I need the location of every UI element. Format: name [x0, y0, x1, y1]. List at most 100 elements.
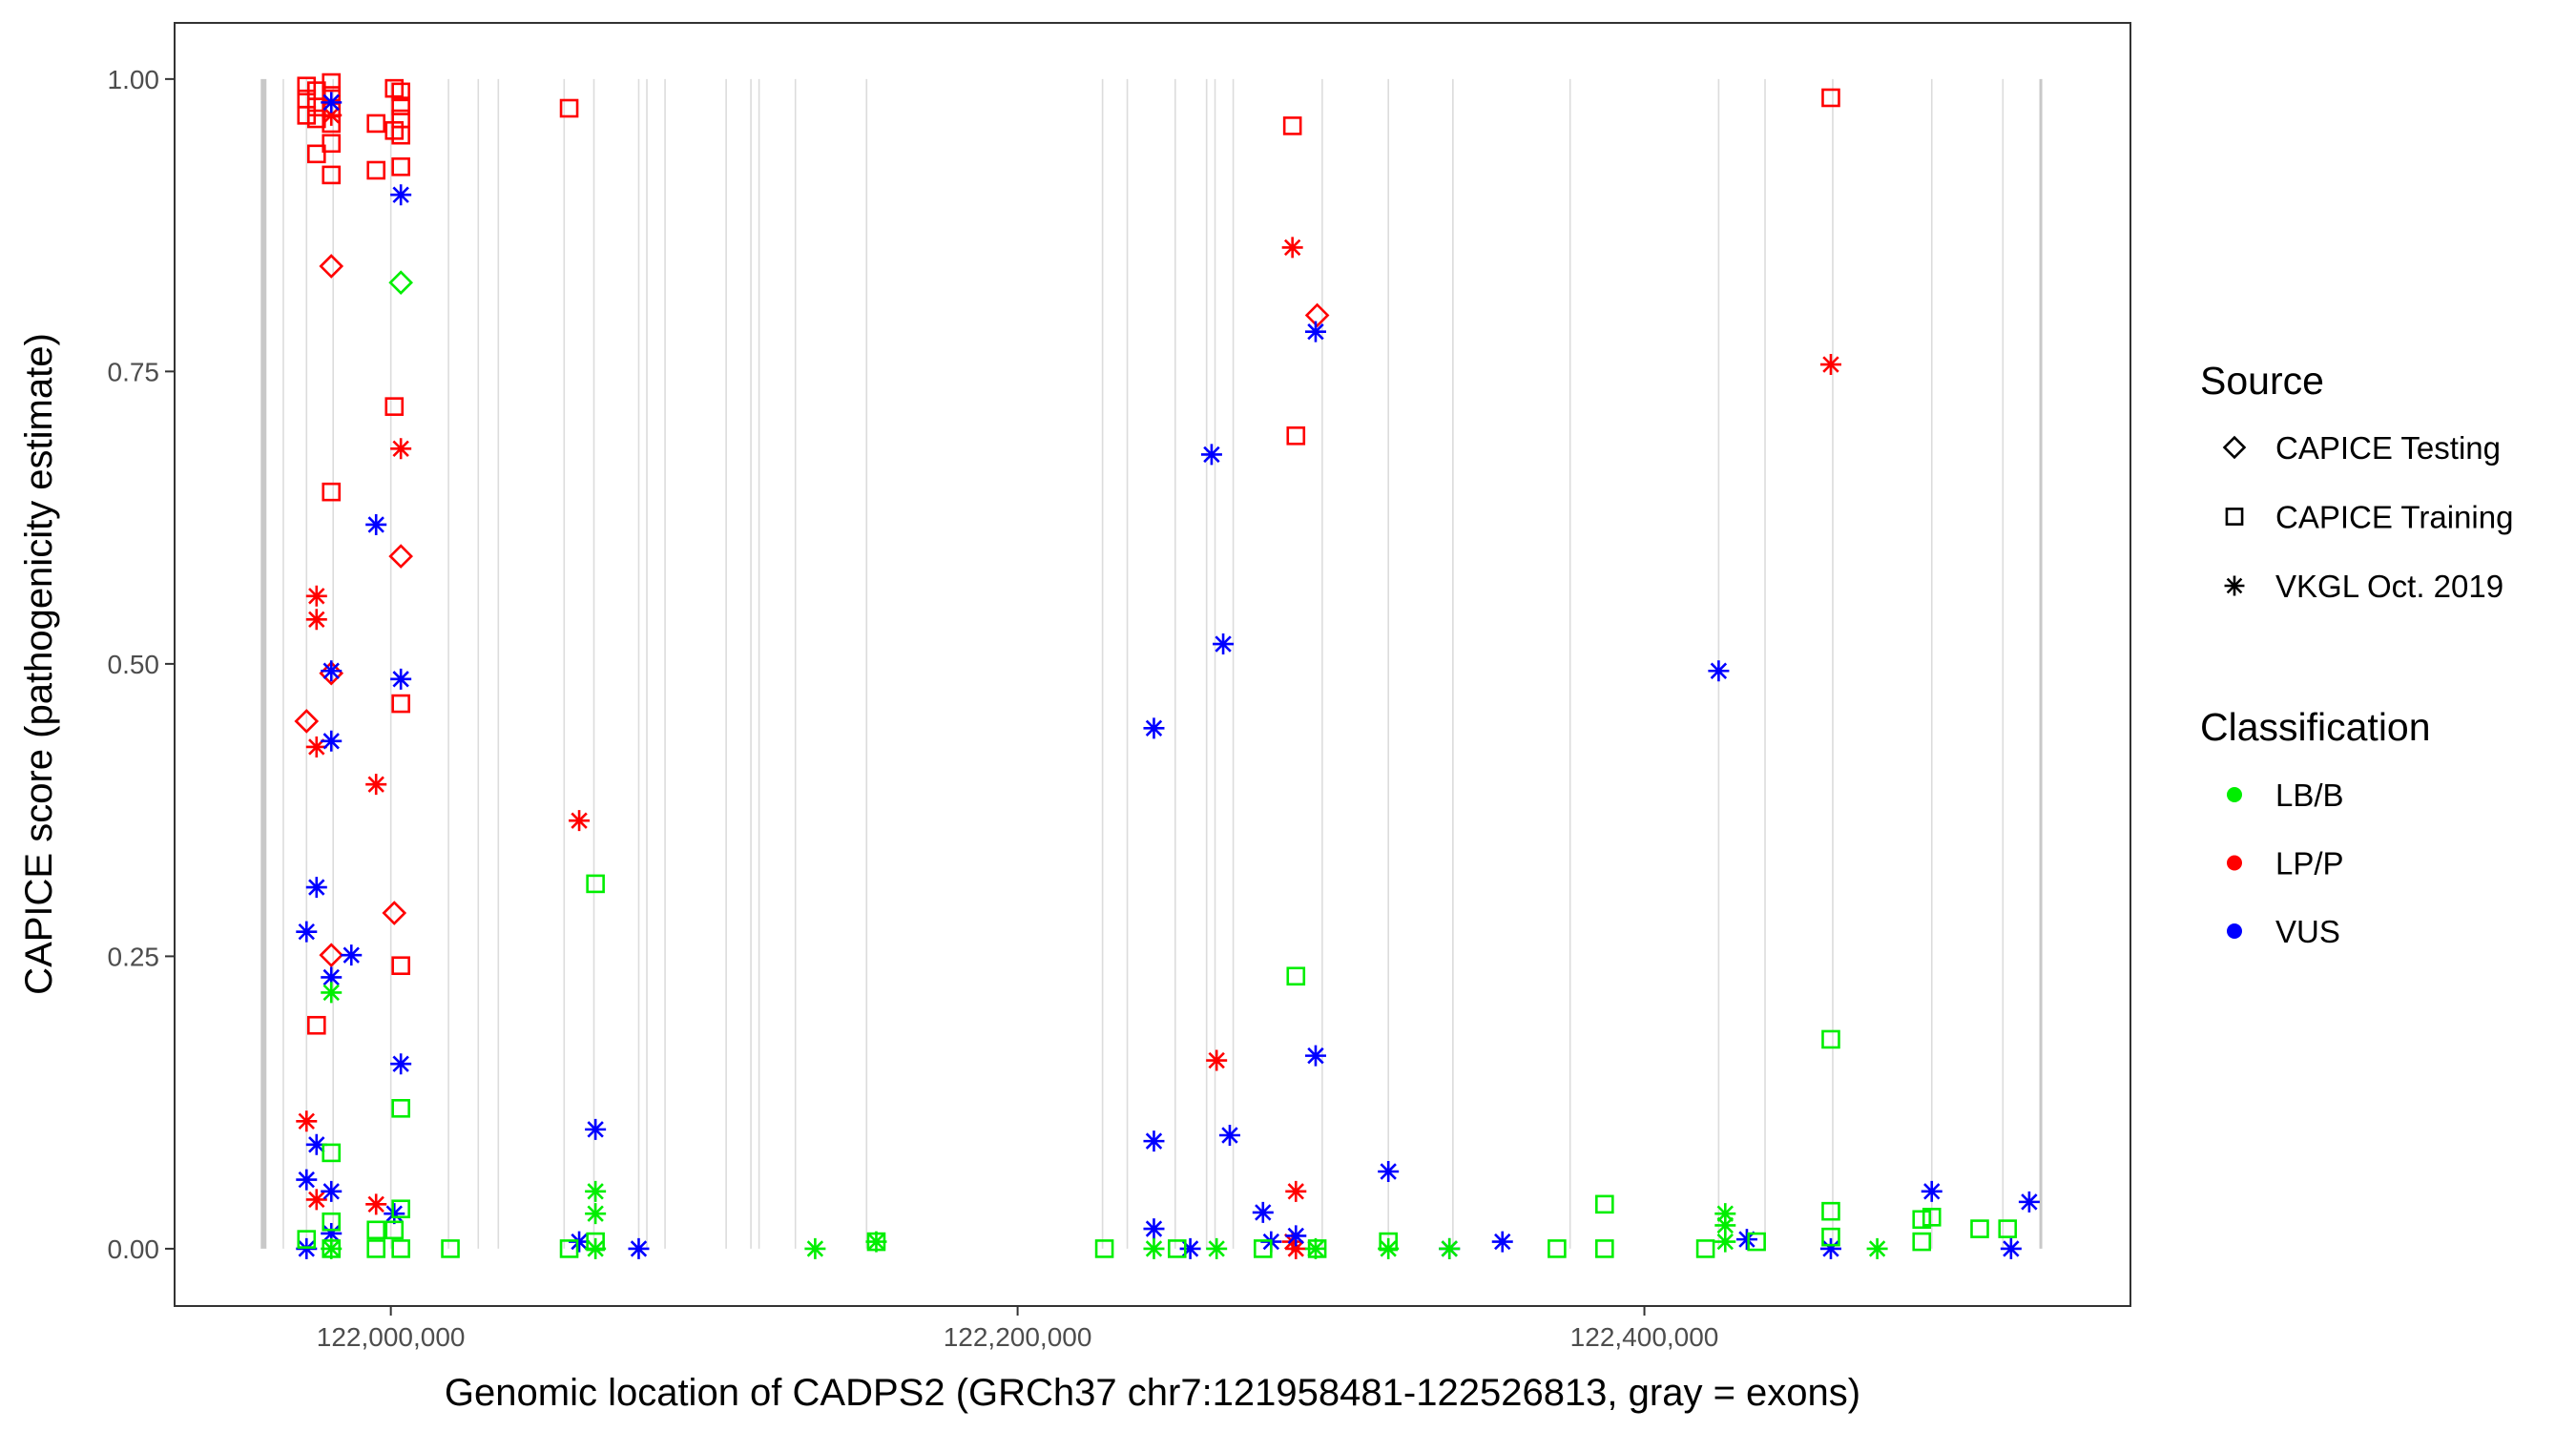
data-point: [322, 482, 342, 502]
data-point: [1286, 966, 1306, 986]
data-point: [1866, 1237, 1888, 1259]
data-point: [322, 1143, 342, 1163]
square-marker: [366, 114, 386, 134]
square-marker: [391, 82, 410, 102]
data-point: [1970, 1219, 1989, 1238]
diamond-marker: [319, 943, 344, 968]
asterisk-marker: [804, 1237, 826, 1259]
data-point: [390, 184, 412, 206]
y-tick-label: 0.75: [108, 357, 160, 386]
data-point: [296, 1169, 318, 1191]
data-point: [319, 943, 344, 968]
data-point: [1206, 1049, 1228, 1071]
asterisk-marker: [1921, 1180, 1942, 1202]
legend-source-label: CAPICE Testing: [2275, 430, 2501, 466]
square-marker: [1167, 1239, 1187, 1258]
asterisk-marker: [296, 1169, 318, 1191]
asterisk-marker: [305, 585, 327, 607]
data-point: [1548, 1239, 1567, 1258]
square-marker: [322, 165, 342, 185]
y-tick-label: 0.50: [108, 650, 160, 679]
data-point: [1998, 1219, 2018, 1238]
square-marker: [391, 1199, 410, 1219]
square-marker: [366, 1220, 386, 1240]
asterisk-marker: [585, 1203, 607, 1225]
asterisk-marker: [569, 1231, 591, 1253]
asterisk-marker: [1304, 1237, 1326, 1259]
data-point: [866, 1232, 886, 1252]
asterisk-marker: [1304, 321, 1326, 342]
data-point: [1912, 1232, 1932, 1252]
square-marker: [322, 134, 342, 154]
diamond-marker: [319, 254, 344, 279]
data-point: [1819, 1237, 1841, 1259]
data-point: [366, 114, 386, 134]
square-marker: [1094, 1239, 1114, 1258]
legend-key-dot-icon: [2227, 787, 2242, 802]
data-point: [1304, 1045, 1326, 1067]
square-marker: [1821, 1201, 1840, 1221]
square-marker: [1998, 1219, 2018, 1238]
asterisk-marker: [1143, 717, 1165, 739]
square-marker: [384, 120, 405, 140]
square-marker: [391, 1098, 410, 1118]
diamond-marker: [2222, 435, 2247, 460]
square-marker: [322, 1239, 342, 1258]
data-point: [585, 1118, 607, 1140]
data-point: [1821, 1029, 1840, 1049]
data-point: [322, 73, 342, 93]
square-marker: [1747, 1232, 1766, 1252]
data-point: [1379, 1232, 1398, 1252]
data-point: [305, 1189, 327, 1211]
data-point: [365, 1193, 387, 1215]
square-marker: [297, 1230, 317, 1249]
legend-class-label: LB/B: [2275, 778, 2344, 813]
data-point: [1595, 1194, 1614, 1214]
square-marker: [1821, 88, 1840, 108]
legend-key-dot-icon: [2227, 923, 2242, 939]
asterisk-marker: [1285, 1180, 1307, 1202]
asterisk-marker: [305, 1133, 327, 1155]
data-point: [384, 78, 405, 98]
legend-key-diamond-icon: [2222, 435, 2247, 460]
data-point: [321, 730, 343, 752]
data-point: [306, 1015, 326, 1035]
asterisk-marker: [1714, 1231, 1736, 1253]
y-tick-label: 0.25: [108, 942, 160, 971]
asterisk-marker: [1143, 1218, 1165, 1240]
data-point: [388, 270, 413, 296]
square-marker: [1922, 1208, 1942, 1227]
square-marker: [306, 144, 326, 164]
data-point: [1206, 1237, 1228, 1259]
square-marker: [2225, 508, 2244, 526]
asterisk-marker: [2018, 1191, 2040, 1213]
data-point: [585, 1203, 607, 1225]
data-point: [322, 134, 342, 154]
square-marker: [1970, 1219, 1989, 1238]
data-point: [390, 668, 412, 690]
data-point: [1821, 1201, 1840, 1221]
asterisk-marker: [341, 944, 363, 966]
asterisk-marker: [1281, 237, 1303, 259]
square-marker: [1548, 1239, 1567, 1258]
data-point: [1714, 1214, 1736, 1236]
diamond-marker: [388, 544, 413, 569]
data-point: [391, 1098, 410, 1118]
asterisk-marker: [305, 736, 327, 757]
square-marker: [391, 956, 410, 976]
diamond-marker: [382, 901, 407, 925]
square-marker: [1821, 1227, 1840, 1247]
asterisk-marker: [1819, 354, 1841, 376]
data-point: [1439, 1237, 1461, 1259]
data-point: [441, 1239, 460, 1258]
y-axis: 0.00 0.25 0.50 0.75 1.00: [108, 65, 175, 1264]
asterisk-marker: [321, 982, 343, 1004]
x-axis-title: Genomic location of CADPS2 (GRCh37 chr7:…: [445, 1372, 1860, 1414]
asterisk-marker: [1378, 1161, 1400, 1182]
asterisk-marker: [1281, 1231, 1303, 1253]
data-point: [1253, 1239, 1273, 1258]
asterisk-marker: [1285, 1225, 1307, 1247]
data-point: [1304, 321, 1326, 342]
data-point: [1143, 1218, 1165, 1240]
x-tick-label: 122,400,000: [1570, 1322, 1719, 1352]
